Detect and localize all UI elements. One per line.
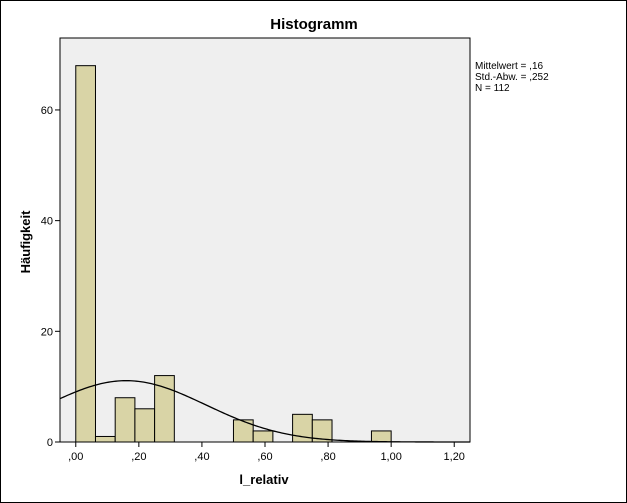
histogram-bar-3	[134, 408, 156, 443]
y-tick-label-60: 60	[41, 105, 53, 117]
y-tick-label-40: 40	[41, 216, 53, 228]
x-tick-label-3: ,60	[257, 451, 272, 463]
histogram-bar-1	[94, 435, 116, 443]
x-tick-label-2: ,40	[194, 451, 209, 463]
y-tick-label-0: 0	[47, 437, 53, 449]
y-tick-label-20: 20	[41, 326, 53, 338]
histogram-bar-9	[252, 430, 274, 443]
stat-n: N = 112	[475, 83, 510, 94]
x-tick-label-4: ,80	[320, 451, 335, 463]
x-tick-label-6: 1,20	[444, 451, 465, 463]
y-axis: 0 20 40 60	[41, 105, 60, 449]
histogram-bar-15	[370, 430, 392, 443]
x-tick-label-1: ,20	[131, 451, 146, 463]
stat-mean: Mittelwert = ,16	[475, 61, 544, 72]
stat-sd: Std.-Abw. = ,252	[475, 72, 549, 83]
x-axis-label: l_relativ	[239, 472, 289, 487]
x-tick-label-0: ,00	[68, 451, 83, 463]
x-axis: ,00 ,20 ,40 ,60 ,80 1,00 1,20	[68, 442, 465, 463]
plot-area	[60, 38, 470, 442]
y-axis-label: Häufigkeit	[18, 210, 33, 274]
x-tick-label-5: 1,00	[380, 451, 401, 463]
chart-title: Histogramm	[270, 16, 358, 33]
histogram-bar-2	[114, 397, 136, 443]
